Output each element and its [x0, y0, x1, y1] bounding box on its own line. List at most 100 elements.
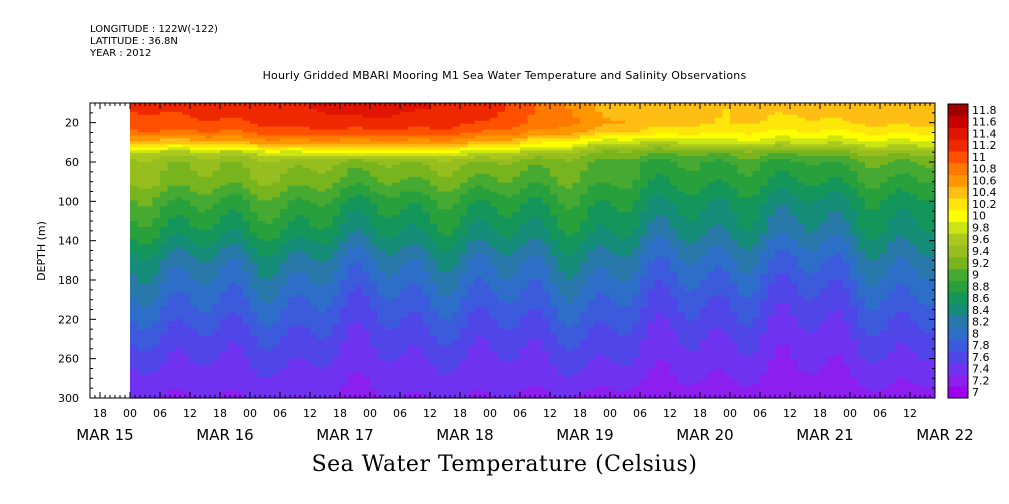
heatmap-cell — [175, 303, 184, 308]
heatmap-cell — [130, 285, 139, 290]
heatmap-cell — [430, 250, 439, 254]
heatmap-cell — [130, 312, 139, 316]
heatmap-cell — [152, 135, 161, 139]
heatmap-cell — [370, 265, 379, 269]
heatmap-cell — [190, 197, 199, 201]
heatmap-cell — [302, 274, 311, 278]
heatmap-cell — [280, 232, 289, 237]
heatmap-cell — [460, 280, 469, 284]
heatmap-cell — [355, 244, 364, 249]
heatmap-cell — [167, 209, 176, 213]
heatmap-cell — [167, 114, 176, 119]
heatmap-cell — [437, 162, 446, 166]
heatmap-cell — [332, 120, 341, 125]
heatmap-cell — [497, 223, 506, 228]
heatmap-cell — [340, 138, 349, 142]
heatmap-cell — [152, 159, 161, 163]
heatmap-cell — [362, 218, 371, 222]
heatmap-cell — [430, 368, 439, 372]
heatmap-cell — [197, 336, 206, 340]
heatmap-cell — [347, 162, 356, 166]
heatmap-cell — [182, 300, 191, 305]
heatmap-cell — [385, 182, 394, 187]
heatmap-cell — [212, 256, 221, 260]
heatmap-cell — [220, 333, 229, 337]
heatmap-cell — [377, 141, 386, 145]
heatmap-cell — [197, 306, 206, 311]
heatmap-cell — [370, 271, 379, 275]
heatmap-cell — [220, 377, 229, 381]
heatmap-cell — [287, 303, 296, 308]
heatmap-cell — [437, 221, 446, 225]
heatmap-cell — [460, 132, 469, 136]
heatmap-cell — [137, 241, 146, 246]
heatmap-cell — [475, 259, 484, 263]
heatmap-cell — [497, 253, 506, 257]
heatmap-cell — [400, 226, 409, 231]
heatmap-cell — [137, 132, 146, 136]
heatmap-cell — [482, 294, 491, 299]
heatmap-cell — [160, 144, 169, 148]
heatmap-cell — [415, 318, 424, 322]
heatmap-cell — [385, 188, 394, 193]
heatmap-cell — [137, 297, 146, 302]
heatmap-cell — [197, 221, 206, 225]
heatmap-cell — [422, 374, 431, 378]
heatmap-cell — [475, 306, 484, 311]
heatmap-cell — [482, 170, 491, 175]
heatmap-cell — [182, 312, 191, 316]
heatmap-cell — [445, 312, 454, 316]
heatmap-cell — [145, 347, 154, 352]
heatmap-cell — [235, 241, 244, 246]
heatmap-cell — [460, 282, 469, 287]
heatmap-cell — [332, 129, 341, 134]
heatmap-cell — [355, 229, 364, 234]
heatmap-cell — [355, 135, 364, 139]
heatmap-cell — [362, 265, 371, 269]
heatmap-cell — [400, 209, 409, 213]
heatmap-cell — [190, 126, 199, 131]
heatmap-cell — [437, 144, 446, 148]
heatmap-cell — [190, 327, 199, 331]
heatmap-cell — [317, 353, 326, 358]
heatmap-cell — [197, 365, 206, 370]
heatmap-cell — [257, 300, 266, 305]
heatmap-cell — [280, 297, 289, 302]
heatmap-cell — [490, 395, 499, 399]
heatmap-cell — [137, 282, 146, 287]
heatmap-cell — [235, 259, 244, 263]
heatmap-cell — [392, 306, 401, 311]
heatmap-cell — [482, 333, 491, 337]
heatmap-cell — [362, 368, 371, 372]
heatmap-cell — [325, 291, 334, 296]
heatmap-cell — [257, 179, 266, 184]
heatmap-cell — [295, 170, 304, 175]
heatmap-cell — [437, 321, 446, 325]
heatmap-cell — [467, 380, 476, 384]
heatmap-cell — [272, 238, 281, 243]
heatmap-cell — [482, 265, 491, 269]
heatmap-cell — [265, 209, 274, 213]
heatmap-cell — [437, 241, 446, 246]
heatmap-cell — [302, 253, 311, 257]
heatmap-cell — [242, 282, 251, 287]
heatmap-cell — [422, 274, 431, 278]
heatmap-cell — [295, 226, 304, 231]
heatmap-cell — [212, 203, 221, 207]
heatmap-cell — [467, 297, 476, 302]
heatmap-cell — [295, 123, 304, 128]
heatmap-cell — [152, 114, 161, 119]
heatmap-cell — [182, 315, 191, 319]
heatmap-cell — [445, 353, 454, 358]
heatmap-cell — [272, 123, 281, 128]
heatmap-cell — [250, 327, 259, 331]
heatmap-cell — [400, 330, 409, 334]
heatmap-cell — [250, 203, 259, 207]
heatmap-cell — [385, 383, 394, 387]
heatmap-cell — [310, 147, 319, 151]
heatmap-cell — [302, 156, 311, 160]
heatmap-cell — [497, 333, 506, 337]
heatmap-cell — [400, 123, 409, 128]
heatmap-cell — [197, 265, 206, 269]
heatmap-cell — [175, 297, 184, 302]
